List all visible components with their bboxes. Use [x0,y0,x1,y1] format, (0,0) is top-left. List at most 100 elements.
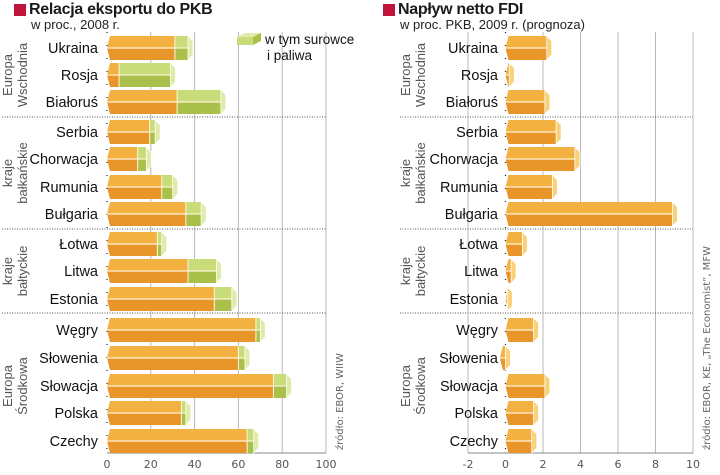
group-label-line-1: kraje [398,257,413,285]
bar-segment [505,232,523,256]
right-chart-title: Napływ netto FDI [398,1,523,18]
bar-end-cap [510,258,517,284]
bar-segment-total-top [107,63,120,75]
bar [505,400,540,426]
bar-segment-raw-materials-bottom [255,330,261,342]
bar-segment-bottom [505,413,534,425]
bar-segment-total-bottom [107,75,120,87]
category-label: Słowacja [440,379,499,395]
bar-segment-raw-materials [247,429,254,453]
bar [107,89,227,115]
bar-segment-total [107,36,175,60]
category-label: Łotwa [59,237,99,253]
x-tick-label: 60 [231,458,245,471]
group-label: kraje bałtyckie [0,246,30,297]
left-chart-subtitle: w proc., 2008 r. [31,17,120,32]
bar [505,62,515,88]
category-label: Serbia [456,125,499,141]
bar-segment-top [505,36,547,48]
bar-end-cap [508,62,515,88]
category-label: Słowenia [439,351,499,367]
group-label-line-1: Europa [0,364,15,407]
bar-segment-raw-materials-top [273,374,287,386]
bar-segment-bottom [505,132,557,144]
bar-end-cap [146,146,152,172]
bar-end-cap [546,35,553,61]
bar [107,373,292,399]
bar-segment-top [505,202,673,214]
bar-segment-top [505,401,534,413]
bar-segment-top [505,318,534,330]
bar-segment-total [107,259,189,283]
bar-segment-top [505,147,575,159]
bar-segment-top [505,259,512,271]
bar-segment-bottom [505,330,534,342]
bar [107,35,194,61]
bar-segment-raw-materials-top [157,232,162,244]
bar-end-cap [253,428,260,454]
bar-segment-total-bottom [107,48,175,60]
bar-end-cap [533,317,540,343]
bar [107,258,222,284]
bar-segment-top [505,120,557,132]
category-label: Chorwacja [430,152,499,168]
bar-segment-total [107,374,274,398]
category-label: Rosja [461,68,499,84]
source-note: źródło: EBOR, KE, „The Economist”, MFW [701,246,713,450]
bar-segment [505,147,575,171]
bar-segment-bottom [505,102,545,114]
bar-segment-total-bottom [107,102,178,114]
category-label: Estonia [450,292,499,308]
legend-label-line-1: w tym surowce [264,32,354,47]
bar-end-cap [161,231,168,257]
bar-end-cap [220,89,227,115]
category-label: Rumunia [40,180,99,196]
bar-segment-total-bottom [107,441,248,453]
bar-segment-raw-materials-top [177,90,221,102]
bar-segment-bottom [505,187,553,199]
bar-segment [505,259,512,283]
bar-segment-total-bottom [107,187,162,199]
bar [107,345,251,371]
x-tick-label: 20 [144,458,158,471]
bar-end-cap [521,231,528,257]
bar-segment [505,175,553,199]
group-label-line-1: Europa [398,364,413,407]
bar-segment-top [505,175,553,187]
bar-segment-raw-materials-top [247,429,254,441]
bar-segment-total-top [107,374,274,386]
bar-segment-raw-materials-bottom [188,271,217,283]
bar [107,119,161,145]
bar-segment-raw-materials-top [174,36,189,48]
bar-segment [505,374,545,398]
bar-segment-raw-materials-top [181,401,186,413]
bar-segment-top [499,346,506,358]
legend-swatch-side [253,33,261,45]
bar-segment-top [505,374,545,386]
bar-segment-raw-materials-top [119,63,171,75]
bar-segment-raw-materials-bottom [214,299,232,311]
bar [505,119,562,145]
category-label: Słowacja [40,379,99,395]
bar [505,174,558,200]
bar-segment [505,318,534,342]
x-tick-label: 6 [615,458,622,471]
x-tick-label: 8 [652,458,659,471]
bar-end-cap [170,62,176,88]
bar-segment-bottom [505,48,547,60]
bar-segment-top [505,429,532,441]
bar-segment-total-top [107,202,186,214]
bar-segment-top [505,232,523,244]
category-label: Białoruś [46,95,98,111]
bar [107,201,207,227]
category-label: Bułgaria [445,207,499,223]
x-tick-label: 100 [316,458,337,471]
bar [505,317,540,343]
bar-segment-raw-materials-bottom [157,244,162,256]
bar-end-cap [551,174,558,200]
group-label-line-2: bałtyckie [15,246,30,297]
bar-segment-bottom [505,214,673,226]
bar-segment-raw-materials [137,147,147,171]
bar-segment-total [107,429,248,453]
